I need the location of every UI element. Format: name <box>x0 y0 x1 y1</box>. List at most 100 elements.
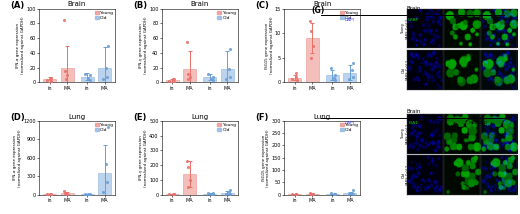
Point <box>102 162 110 166</box>
Point <box>103 75 111 78</box>
Point <box>348 75 357 78</box>
Point <box>306 29 315 33</box>
Point <box>103 181 111 184</box>
Point <box>204 72 212 75</box>
Y-axis label: ISG15 gene expression
(normalized against GAPDH): ISG15 gene expression (normalized agains… <box>262 129 270 187</box>
Point <box>327 66 335 69</box>
Point <box>345 192 353 196</box>
Point <box>165 79 174 83</box>
Y-axis label: IFN-α gene expression
(normalized against GAPDH): IFN-α gene expression (normalized agains… <box>17 17 25 74</box>
Point <box>347 191 356 195</box>
Point <box>183 159 191 162</box>
Bar <box>183 69 196 82</box>
Point <box>81 72 89 75</box>
Point <box>61 70 69 73</box>
Legend: Young, Old: Young, Old <box>340 11 358 20</box>
Point <box>165 193 174 196</box>
Legend: Young, Old: Young, Old <box>95 123 113 132</box>
Point <box>84 193 93 196</box>
Text: MERGED: MERGED <box>469 121 488 125</box>
Legend: Young, Old: Young, Old <box>217 123 236 132</box>
Text: MERGED: MERGED <box>469 18 488 22</box>
Point <box>60 18 69 21</box>
Point <box>330 193 338 196</box>
Point <box>184 72 192 75</box>
Bar <box>81 194 94 195</box>
Point <box>292 71 301 74</box>
Title: Brain: Brain <box>190 1 209 7</box>
Point <box>84 76 93 80</box>
Title: Lung: Lung <box>69 114 86 120</box>
Point <box>330 76 338 79</box>
Point <box>349 188 357 192</box>
Point <box>345 77 353 80</box>
Text: (E): (E) <box>133 113 146 122</box>
Y-axis label: Old
SARS-CoV-2: Old SARS-CoV-2 <box>401 164 410 185</box>
Bar <box>203 193 216 195</box>
Bar <box>306 193 319 195</box>
Text: IBA1: IBA1 <box>408 121 419 125</box>
Point <box>331 73 340 77</box>
Point <box>292 193 301 196</box>
Text: (C): (C) <box>255 1 269 10</box>
Point <box>308 44 317 47</box>
Text: DAPI: DAPI <box>345 121 355 125</box>
Point <box>47 192 55 196</box>
Point <box>103 125 112 129</box>
Point <box>63 192 71 195</box>
Point <box>60 190 69 193</box>
Point <box>209 75 217 78</box>
Point <box>170 80 178 83</box>
Text: DAPI: DAPI <box>345 18 355 22</box>
Point <box>46 192 55 196</box>
Point <box>327 192 335 195</box>
Point <box>170 192 178 195</box>
Text: (F): (F) <box>255 113 269 122</box>
Point <box>86 192 94 196</box>
Title: Lung: Lung <box>314 114 331 120</box>
Bar <box>166 80 179 82</box>
Point <box>209 193 217 196</box>
Bar <box>289 194 302 195</box>
Point <box>170 77 178 80</box>
Bar <box>166 194 179 195</box>
Point <box>209 192 217 195</box>
Point <box>63 73 71 77</box>
Point <box>292 193 300 196</box>
Bar <box>326 194 339 195</box>
Point <box>292 75 300 78</box>
Bar <box>60 68 73 82</box>
Point <box>43 79 51 82</box>
Bar <box>306 38 319 82</box>
Y-axis label: ISG15 gene expression
(normalized against GAPDH): ISG15 gene expression (normalized agains… <box>265 17 274 74</box>
Point <box>61 191 69 194</box>
Text: Brain: Brain <box>406 109 421 114</box>
Point <box>103 44 112 47</box>
Point <box>169 192 177 196</box>
Bar <box>326 75 339 82</box>
Text: Brain: Brain <box>406 6 421 11</box>
Bar <box>81 77 94 82</box>
Point <box>348 192 357 195</box>
Y-axis label: IFN-γ gene expression
(normalized against GAPDH): IFN-γ gene expression (normalized agains… <box>139 17 148 74</box>
Y-axis label: Young
SARS-CoV-2: Young SARS-CoV-2 <box>401 18 410 39</box>
Point <box>184 78 192 81</box>
Point <box>292 192 301 196</box>
Bar <box>343 73 357 82</box>
Point <box>47 193 55 196</box>
Point <box>292 78 301 82</box>
Point <box>307 56 315 59</box>
Bar <box>203 77 216 82</box>
Point <box>207 77 215 80</box>
Bar <box>183 174 196 195</box>
Point <box>225 190 233 194</box>
Point <box>349 61 357 64</box>
Title: Brain: Brain <box>313 1 332 7</box>
Point <box>225 67 233 71</box>
Y-axis label: Old
SARS-CoV-2: Old SARS-CoV-2 <box>401 59 410 80</box>
Point <box>86 73 94 77</box>
Point <box>347 68 356 72</box>
Point <box>308 192 317 196</box>
Bar <box>221 193 234 195</box>
Point <box>184 186 192 189</box>
